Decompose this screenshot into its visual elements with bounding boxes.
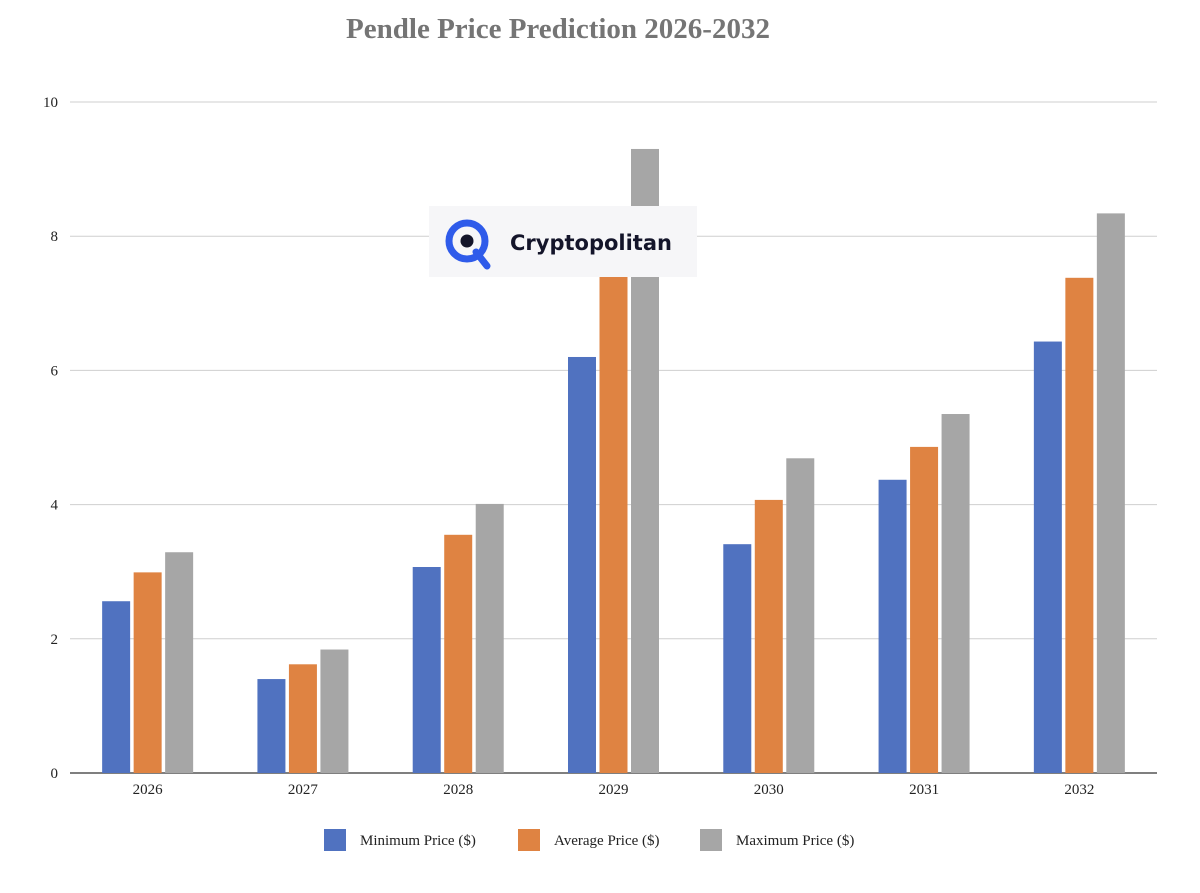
bar (320, 649, 349, 773)
y-tick-label: 10 (43, 95, 58, 111)
bar (1096, 213, 1125, 774)
chart-title: Pendle Price Prediction 2026-2032 (346, 13, 770, 45)
y-tick-label: 0 (51, 766, 59, 782)
bar (910, 446, 939, 773)
bar (133, 572, 162, 773)
bar (941, 414, 970, 773)
legend-swatch (324, 829, 346, 851)
y-tick-label: 6 (51, 363, 59, 379)
y-axis-ticks: 0 2 4 6 8 10 (43, 95, 59, 782)
legend-swatch (700, 829, 722, 851)
bar (1065, 277, 1094, 773)
legend-swatch (518, 829, 540, 851)
x-tick-label: 2026 (133, 782, 164, 798)
watermark-background (429, 206, 697, 277)
watermark-text: Cryptopolitan (510, 231, 672, 255)
legend-label: Average Price ($) (554, 833, 660, 849)
bar (568, 356, 596, 773)
bar (786, 458, 815, 773)
bar (1033, 341, 1062, 773)
bar (257, 679, 286, 773)
bars (102, 148, 1125, 774)
x-tick-label: 2027 (288, 782, 319, 798)
x-tick-label: 2028 (443, 782, 473, 798)
legend-label: Minimum Price ($) (360, 833, 476, 849)
cryptopolitan-logo-icon (445, 219, 491, 270)
x-tick-label: 2032 (1064, 782, 1094, 798)
x-tick-label: 2030 (754, 782, 784, 798)
x-tick-label: 2031 (909, 782, 939, 798)
bar (754, 499, 783, 773)
y-tick-label: 2 (51, 632, 59, 648)
bar (102, 601, 131, 773)
bar (412, 567, 441, 773)
x-axis-ticks: 2026 2027 2028 2029 2030 2031 2032 (133, 782, 1095, 798)
legend: Minimum Price ($) Average Price ($) Maximu… (324, 829, 854, 851)
legend-label: Maximum Price ($) (736, 833, 854, 849)
bar (878, 479, 907, 773)
x-tick-label: 2029 (599, 782, 629, 798)
y-tick-label: 4 (51, 498, 59, 514)
bar (475, 503, 504, 773)
bar (288, 664, 317, 773)
bar (723, 544, 752, 773)
bar (444, 534, 473, 773)
y-tick-label: 8 (51, 229, 59, 245)
bar (599, 275, 628, 773)
watermark: Cryptopolitan (429, 206, 697, 277)
bar (165, 552, 194, 773)
